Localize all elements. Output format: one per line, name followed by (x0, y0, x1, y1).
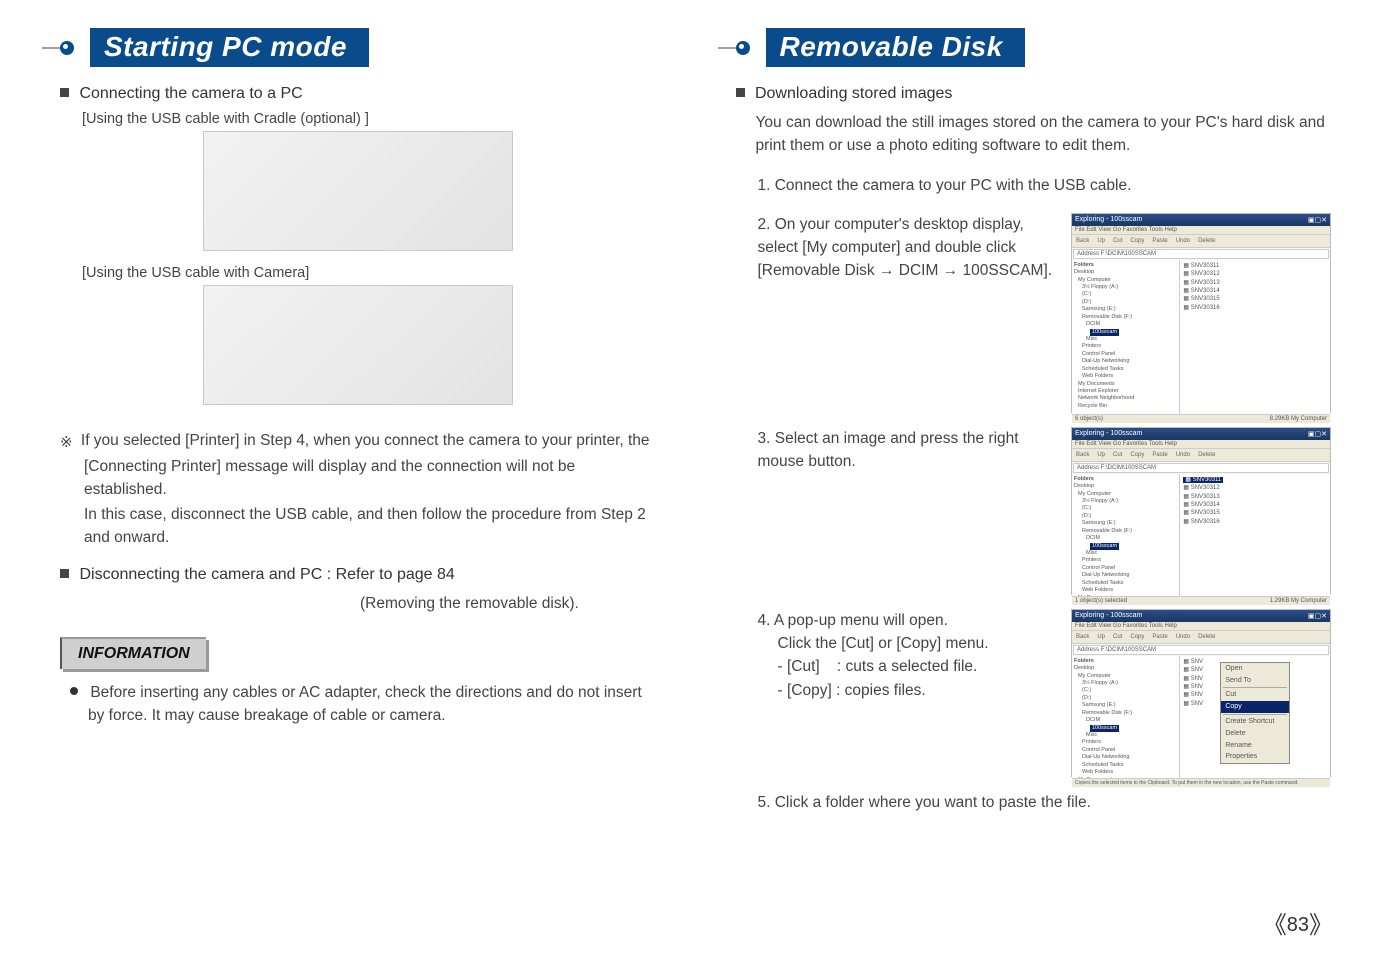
step1-text: 1. Connect the camera to your PC with th… (758, 174, 1332, 197)
ss-address-label: Address (1077, 251, 1099, 257)
note1-text: If you selected [Printer] in Step 4, whe… (81, 432, 650, 498)
page-number: 《83》 (1263, 905, 1333, 940)
left-sec1-heading: Connecting the camera to a PC (60, 85, 656, 103)
ss-toolbar: BackUpCutCopyPasteUndoDelete (1072, 631, 1330, 644)
left-sec1-text: Connecting the camera to a PC (79, 85, 302, 102)
ss-address-value: F:\DCIM\100SSCAM (1101, 465, 1156, 471)
step4-text: 4. A pop-up menu will open. (758, 609, 1058, 632)
figure-placeholder (203, 131, 513, 251)
page-number-value: 83 (1287, 914, 1309, 936)
ss-status-bar: 6 object(s) 8.29KB My Computer (1072, 414, 1330, 423)
right-title-bar: Removable Disk (718, 28, 1332, 67)
usb-camera-label: [Using the USB cable with Camera] (82, 265, 656, 281)
ss-file-list: ▦ SNV30311▦ SNV30312▦ SNV30313▦ SNV30314… (1180, 260, 1330, 414)
square-bullet-icon (60, 88, 69, 97)
ss-address-bar: Address F:\DCIM\100SSCAM (1073, 249, 1329, 259)
step3-text: 3. Select an image and press the right m… (758, 427, 1058, 474)
step3-row: 3. Select an image and press the right m… (736, 427, 1332, 595)
ss-folder-tree: FoldersDesktopMy Computer3½ Floppy (A:)(… (1072, 260, 1180, 414)
usb-cradle-label: [Using the USB cable with Cradle (option… (82, 111, 656, 127)
right-sec1-text: Downloading stored images (755, 85, 952, 102)
figure-placeholder (203, 285, 513, 405)
information-box: INFORMATION Before inserting any cables … (60, 637, 656, 728)
ss-titlebar: Exploring - 100sscam ▣▢✕ (1072, 214, 1330, 226)
ss-status-tip: Copies the selected items to the Clipboa… (1075, 780, 1299, 786)
ss-window-buttons-icon: ▣▢✕ (1308, 612, 1327, 620)
ss-context-menu: OpenSend ToCutCopyCreate ShortcutDeleteR… (1220, 662, 1290, 764)
ss-folder-tree: FoldersDesktopMy Computer3½ Floppy (A:)(… (1072, 656, 1180, 778)
left-title-bar: Starting PC mode (42, 28, 656, 67)
explorer-screenshot-3: Exploring - 100sscam ▣▢✕ File Edit View G… (1071, 609, 1331, 777)
left-sec2-text: Disconnecting the camera and PC : Refer … (79, 566, 454, 583)
square-bullet-icon (60, 569, 69, 578)
explorer-screenshot-1: Exploring - 100sscam ▣▢✕ File Edit View G… (1071, 213, 1331, 413)
ss-address-label: Address (1077, 465, 1099, 471)
ss-address-bar: Address F:\DCIM\100SSCAM (1073, 645, 1329, 655)
title-line (718, 47, 736, 49)
right-column: Removable Disk Downloading stored images… (736, 28, 1332, 814)
right-intro: You can download the still images stored… (756, 111, 1332, 158)
ss-file-list: ▦ SNV▦ SNV▦ SNV▦ SNV▦ SNV▦ SNVOpenSend T… (1180, 656, 1330, 778)
explorer-screenshot-2: Exploring - 100sscam ▣▢✕ File Edit View G… (1071, 427, 1331, 595)
step4c-text: - [Cut] : cuts a selected file. (778, 655, 1058, 678)
ss-status-bar: 1 object(s) selected 1.29KB My Computer (1072, 596, 1330, 605)
reference-mark-icon: ※ (72, 432, 73, 455)
left-sec2b-text: (Removing the removable disk). (360, 592, 656, 615)
ss-window-buttons-icon: ▣▢✕ (1308, 216, 1327, 224)
left-sec2-heading: Disconnecting the camera and PC : Refer … (60, 566, 656, 584)
ss-menubar: File Edit View Go Favorites Tools Help (1072, 226, 1330, 235)
step4d-text: - [Copy] : copies files. (778, 679, 1058, 702)
information-text: Before inserting any cables or AC adapte… (88, 684, 642, 724)
ss-title-text: Exploring - 100sscam (1075, 430, 1142, 438)
ss-menubar: File Edit View Go Favorites Tools Help (1072, 440, 1330, 449)
angle-bracket-icon: 《 (1263, 913, 1287, 939)
left-column: Starting PC mode Connecting the camera t… (60, 28, 656, 814)
ss-title-text: Exploring - 100sscam (1075, 612, 1142, 620)
ss-address-value: F:\DCIM\100SSCAM (1101, 647, 1156, 653)
ss-titlebar: Exploring - 100sscam ▣▢✕ (1072, 610, 1330, 622)
ss-status-left: 1 object(s) selected (1075, 598, 1127, 604)
information-header: INFORMATION (60, 637, 206, 669)
ss-menubar: File Edit View Go Favorites Tools Help (1072, 622, 1330, 631)
right-sec1-heading: Downloading stored images (736, 85, 1332, 103)
step4b-text: Click the [Cut] or [Copy] menu. (778, 632, 1058, 655)
ss-toolbar: BackUpCutCopyPasteUndoDelete (1072, 449, 1330, 462)
ss-titlebar: Exploring - 100sscam ▣▢✕ (1072, 428, 1330, 440)
square-bullet-icon (736, 88, 745, 97)
title-bullet (736, 41, 750, 55)
step2-text: 2. On your computer's desktop display, s… (758, 213, 1058, 283)
ss-folder-tree: FoldersDesktopMy Computer3½ Floppy (A:)(… (1072, 474, 1180, 596)
ss-address-value: F:\DCIM\100SSCAM (1101, 251, 1156, 257)
ss-status-left: 6 object(s) (1075, 416, 1103, 422)
title-bullet (60, 41, 74, 55)
ss-toolbar: BackUpCutCopyPasteUndoDelete (1072, 235, 1330, 248)
figure-usb-camera (60, 285, 656, 405)
step4-row: 4. A pop-up menu will open. Click the [C… (736, 609, 1332, 777)
ss-file-list: ▦ SNV30311▦ SNV30312▦ SNV30313▦ SNV30314… (1180, 474, 1330, 596)
ss-status-bar: Copies the selected items to the Clipboa… (1072, 778, 1330, 787)
note2-text: In this case, disconnect the USB cable, … (84, 503, 656, 550)
figure-usb-cradle (60, 131, 656, 251)
left-title: Starting PC mode (90, 28, 369, 67)
ss-address-bar: Address F:\DCIM\100SSCAM (1073, 463, 1329, 473)
right-title: Removable Disk (766, 28, 1025, 67)
step2-row: 2. On your computer's desktop display, s… (736, 213, 1332, 413)
step5-text: 5. Click a folder where you want to past… (758, 791, 1332, 814)
ss-status-right: 1.29KB My Computer (1270, 598, 1327, 604)
information-body: Before inserting any cables or AC adapte… (70, 681, 656, 728)
note-block: ※ If you selected [Printer] in Step 4, w… (72, 429, 656, 501)
title-line (42, 47, 60, 49)
ss-window-buttons-icon: ▣▢✕ (1308, 430, 1327, 438)
ss-status-right: 8.29KB My Computer (1270, 416, 1327, 422)
ss-title-text: Exploring - 100sscam (1075, 216, 1142, 224)
round-bullet-icon (70, 687, 78, 695)
ss-address-label: Address (1077, 647, 1099, 653)
angle-bracket-icon: 》 (1309, 913, 1333, 939)
